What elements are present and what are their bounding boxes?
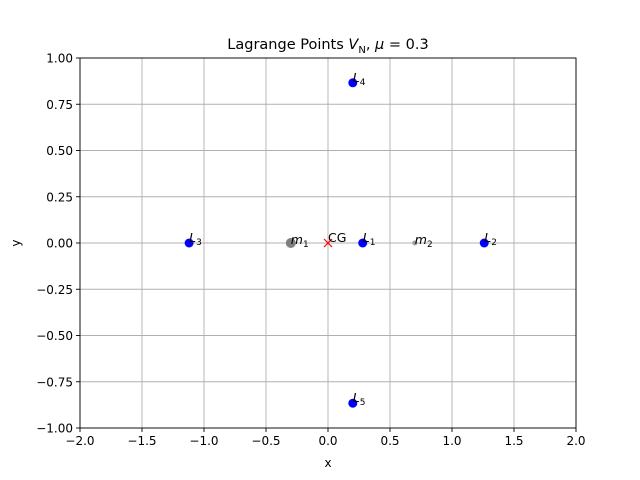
cg-label: CG bbox=[328, 230, 346, 245]
mass-marker-m1 bbox=[285, 238, 296, 248]
marker-layer bbox=[184, 78, 489, 408]
y-tick-label: 1.00 bbox=[46, 52, 73, 66]
x-tick-label: 1.5 bbox=[504, 434, 523, 448]
lagrange-point-L4 bbox=[348, 78, 358, 88]
lagrange-point-L1 bbox=[358, 238, 368, 248]
lagrange-label-L5-subscript: 5 bbox=[360, 398, 366, 408]
x-tick-label: −0.5 bbox=[251, 434, 280, 448]
y-tick-label: −0.50 bbox=[36, 329, 73, 343]
x-tick-label: −1.5 bbox=[127, 434, 156, 448]
lagrange-label-L4-subscript: 4 bbox=[360, 78, 366, 88]
lagrange-point-L2 bbox=[479, 238, 489, 248]
x-tick-label: 0.5 bbox=[380, 434, 399, 448]
lagrange-label-L1-subscript: 1 bbox=[370, 238, 376, 248]
lagrange-label-L3: L3 bbox=[189, 230, 202, 248]
y-tick-label: 0.75 bbox=[46, 98, 73, 112]
x-tick-label: −2.0 bbox=[65, 434, 94, 448]
tick-layer: −2.0 −1.5 −1.0 −0.5 0.0 0.5 1.0 1.5 2.0 1.00 0.75 0… bbox=[36, 52, 585, 449]
lagrange-label-L3-letter: L bbox=[189, 230, 196, 245]
y-tick-label: 0.50 bbox=[46, 144, 73, 158]
lagrange-label-L4: L4 bbox=[353, 70, 366, 88]
x-axis-label: x bbox=[324, 456, 331, 470]
lagrange-point-L5 bbox=[348, 398, 358, 408]
mass-label-m1-subscript: 1 bbox=[303, 240, 309, 250]
cg-marker-stroke bbox=[323, 238, 333, 248]
mass-label-m1-letter: m bbox=[291, 232, 303, 247]
plot-frame bbox=[79, 57, 577, 429]
mass-label-m1: m1 bbox=[291, 232, 309, 250]
x-tick-label: −1.0 bbox=[189, 434, 218, 448]
lagrange-label-L2-subscript: 2 bbox=[491, 238, 497, 248]
y-axis-label: y bbox=[9, 239, 23, 246]
lagrange-label-L3-subscript: 3 bbox=[196, 238, 202, 248]
mass-label-m2-subscript: 2 bbox=[427, 240, 433, 250]
lagrange-label-L1-letter: L bbox=[363, 230, 370, 245]
mass-label-m2: m2 bbox=[415, 232, 433, 250]
lagrange-label-L5: L5 bbox=[353, 390, 366, 408]
mass-marker-m2 bbox=[412, 240, 418, 246]
lagrange-label-L2-letter: L bbox=[484, 230, 491, 245]
lagrange-label-L1: L1 bbox=[363, 230, 376, 248]
lagrange-label-L5-letter: L bbox=[353, 390, 360, 405]
x-tick-label: 2.0 bbox=[566, 434, 585, 448]
x-tick-label: 1.0 bbox=[442, 434, 461, 448]
lagrange-point-L3 bbox=[184, 238, 194, 248]
y-tick-label: −0.25 bbox=[36, 283, 73, 297]
lagrange-label-L4-letter: L bbox=[353, 70, 360, 85]
x-tick-label: 0.0 bbox=[318, 434, 337, 448]
lagrange-label-L2: L2 bbox=[484, 230, 497, 248]
y-tick-label: 0.00 bbox=[46, 237, 73, 251]
y-tick-label: −0.75 bbox=[36, 375, 73, 389]
mass-label-m2-letter: m bbox=[415, 232, 427, 247]
chart-title: Lagrange Points VN, μ = 0.3 bbox=[227, 37, 428, 56]
y-tick-label: 0.25 bbox=[46, 190, 73, 204]
y-tick-label: −1.00 bbox=[36, 422, 73, 436]
